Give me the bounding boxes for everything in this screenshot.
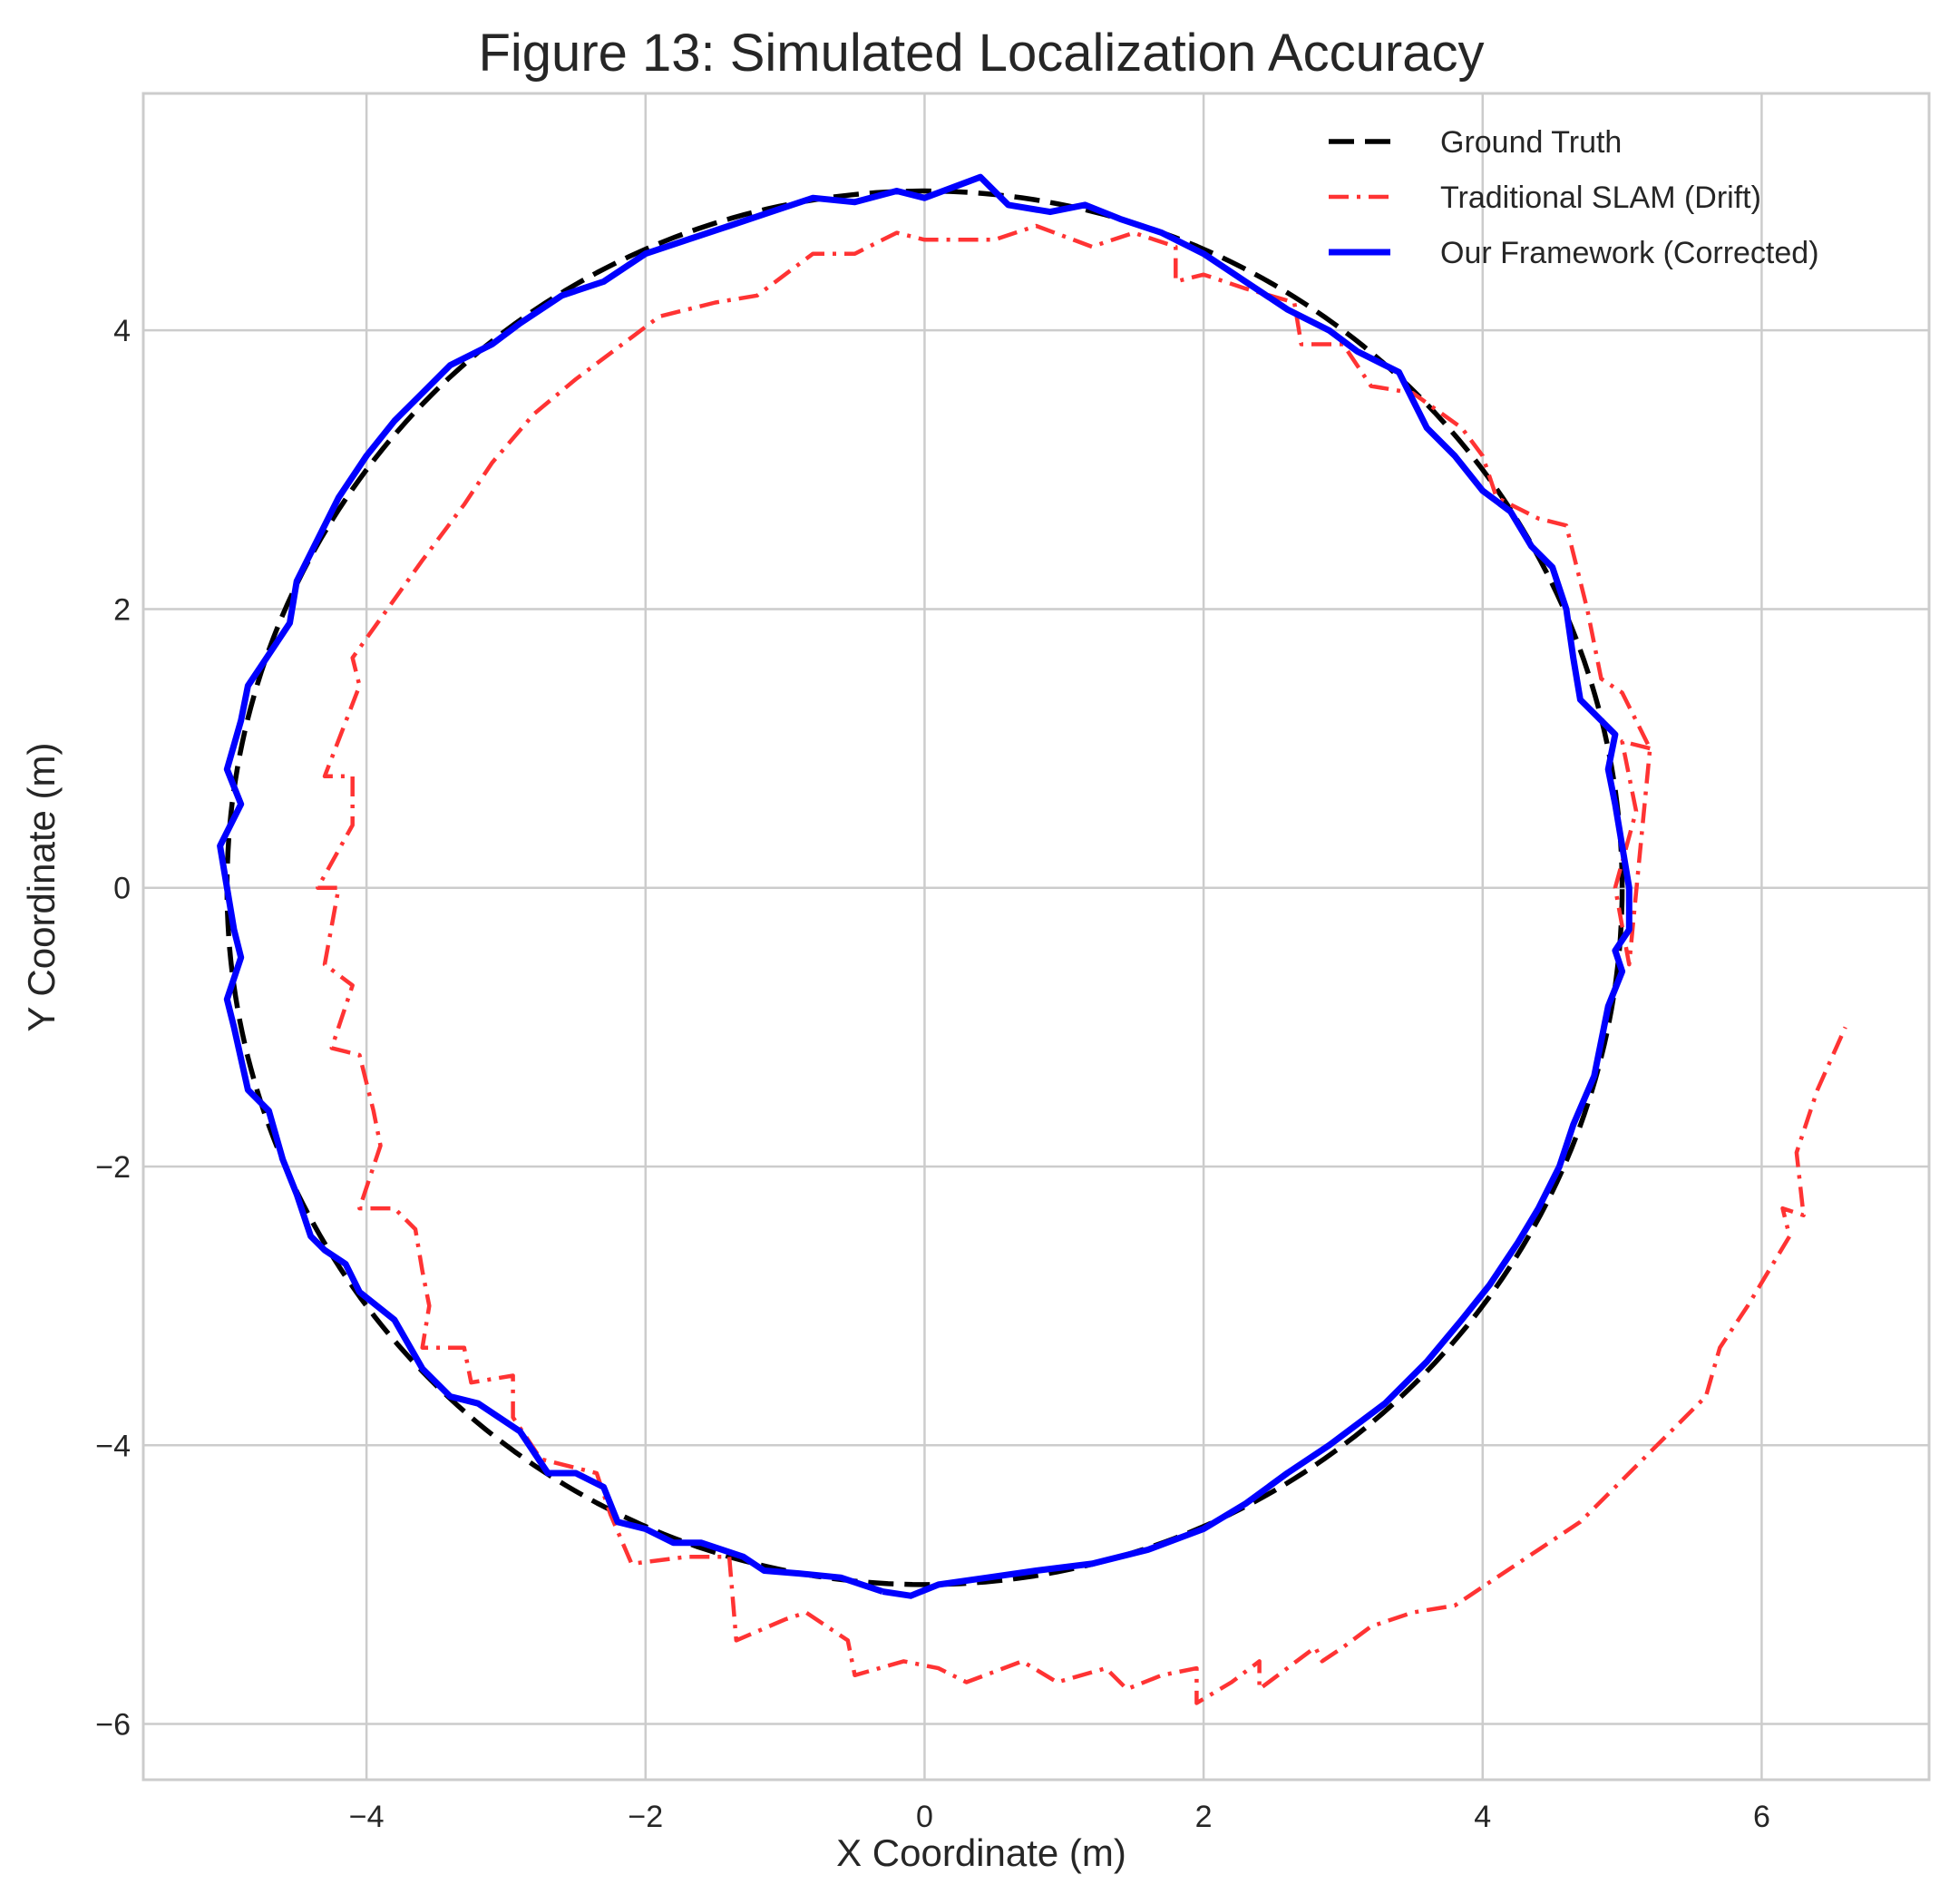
series-group	[217, 173, 1847, 1705]
y-tick-label: 0	[113, 872, 131, 906]
legend: Ground Truth Traditional SLAM (Drift) Our …	[1329, 125, 1819, 270]
series-line-3	[217, 173, 1632, 1599]
legend-label-1: Ground Truth	[1440, 125, 1622, 160]
legend-label-3: Our Framework (Corrected)	[1440, 236, 1819, 270]
tick-labels: −4 −2 0 2 4 6 −6 −4 −2 0 2 4	[95, 314, 1770, 1834]
plot-frame	[141, 92, 1931, 1782]
x-tick-label: 0	[916, 1800, 933, 1834]
y-tick-label: 2	[113, 592, 131, 627]
x-tick-label: −4	[349, 1800, 385, 1834]
x-axis-title: X Coordinate (m)	[836, 1831, 1126, 1874]
x-tick-label: −2	[628, 1800, 663, 1834]
x-tick-label: 6	[1753, 1800, 1770, 1834]
x-tick-label: 2	[1195, 1800, 1213, 1834]
y-axis-title: Y Coordinate (m)	[20, 742, 63, 1031]
x-tick-label: 4	[1474, 1800, 1491, 1834]
y-tick-label: −2	[95, 1150, 131, 1185]
y-tick-label: −4	[95, 1429, 131, 1463]
legend-label-2: Traditional SLAM (Drift)	[1440, 181, 1761, 215]
series-line-2	[316, 223, 1847, 1705]
chart-title: Figure 13: Simulated Localization Accura…	[478, 24, 1484, 83]
y-tick-label: 4	[113, 314, 131, 348]
y-tick-label: −6	[95, 1708, 131, 1743]
